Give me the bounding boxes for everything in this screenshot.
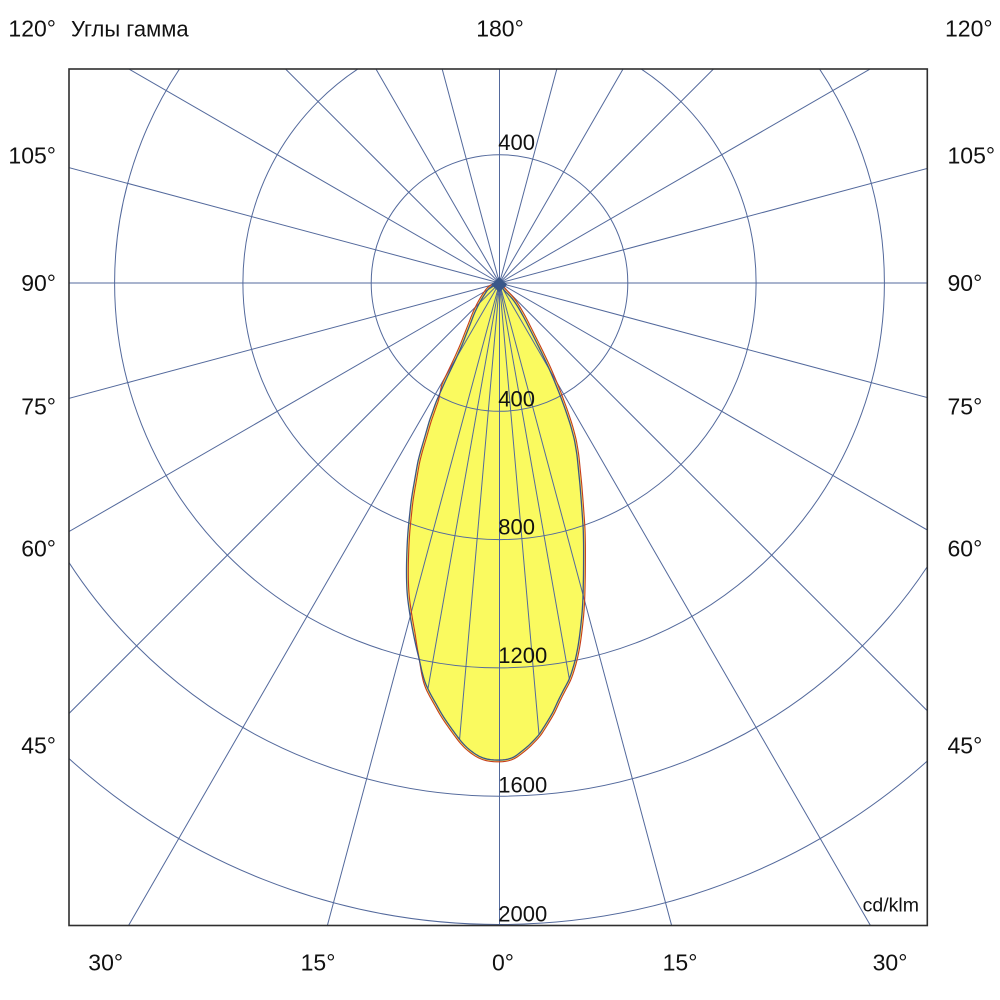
svg-text:800: 800 [498,515,535,540]
svg-text:30°: 30° [873,950,908,976]
svg-text:90°: 90° [21,270,56,296]
svg-text:180°: 180° [476,16,524,42]
svg-text:400: 400 [498,386,535,411]
svg-text:1200: 1200 [498,643,547,668]
svg-text:60°: 60° [21,536,56,562]
svg-text:45°: 45° [948,733,983,759]
svg-text:0°: 0° [492,950,514,976]
svg-text:105°: 105° [948,143,996,169]
svg-text:120°: 120° [945,16,993,42]
svg-text:75°: 75° [948,394,983,420]
svg-text:90°: 90° [948,270,983,296]
svg-text:30°: 30° [88,950,123,976]
svg-text:60°: 60° [948,536,983,562]
svg-text:2000: 2000 [498,901,547,926]
svg-text:15°: 15° [663,950,698,976]
svg-text:105°: 105° [8,143,56,169]
svg-text:1600: 1600 [498,773,547,798]
svg-text:120°: 120° [8,16,56,42]
svg-text:15°: 15° [301,950,336,976]
svg-text:45°: 45° [21,733,56,759]
svg-text:Углы гамма: Углы гамма [71,17,189,42]
svg-text:400: 400 [498,130,535,155]
svg-text:75°: 75° [21,394,56,420]
svg-text:cd/klm: cd/klm [863,895,919,917]
